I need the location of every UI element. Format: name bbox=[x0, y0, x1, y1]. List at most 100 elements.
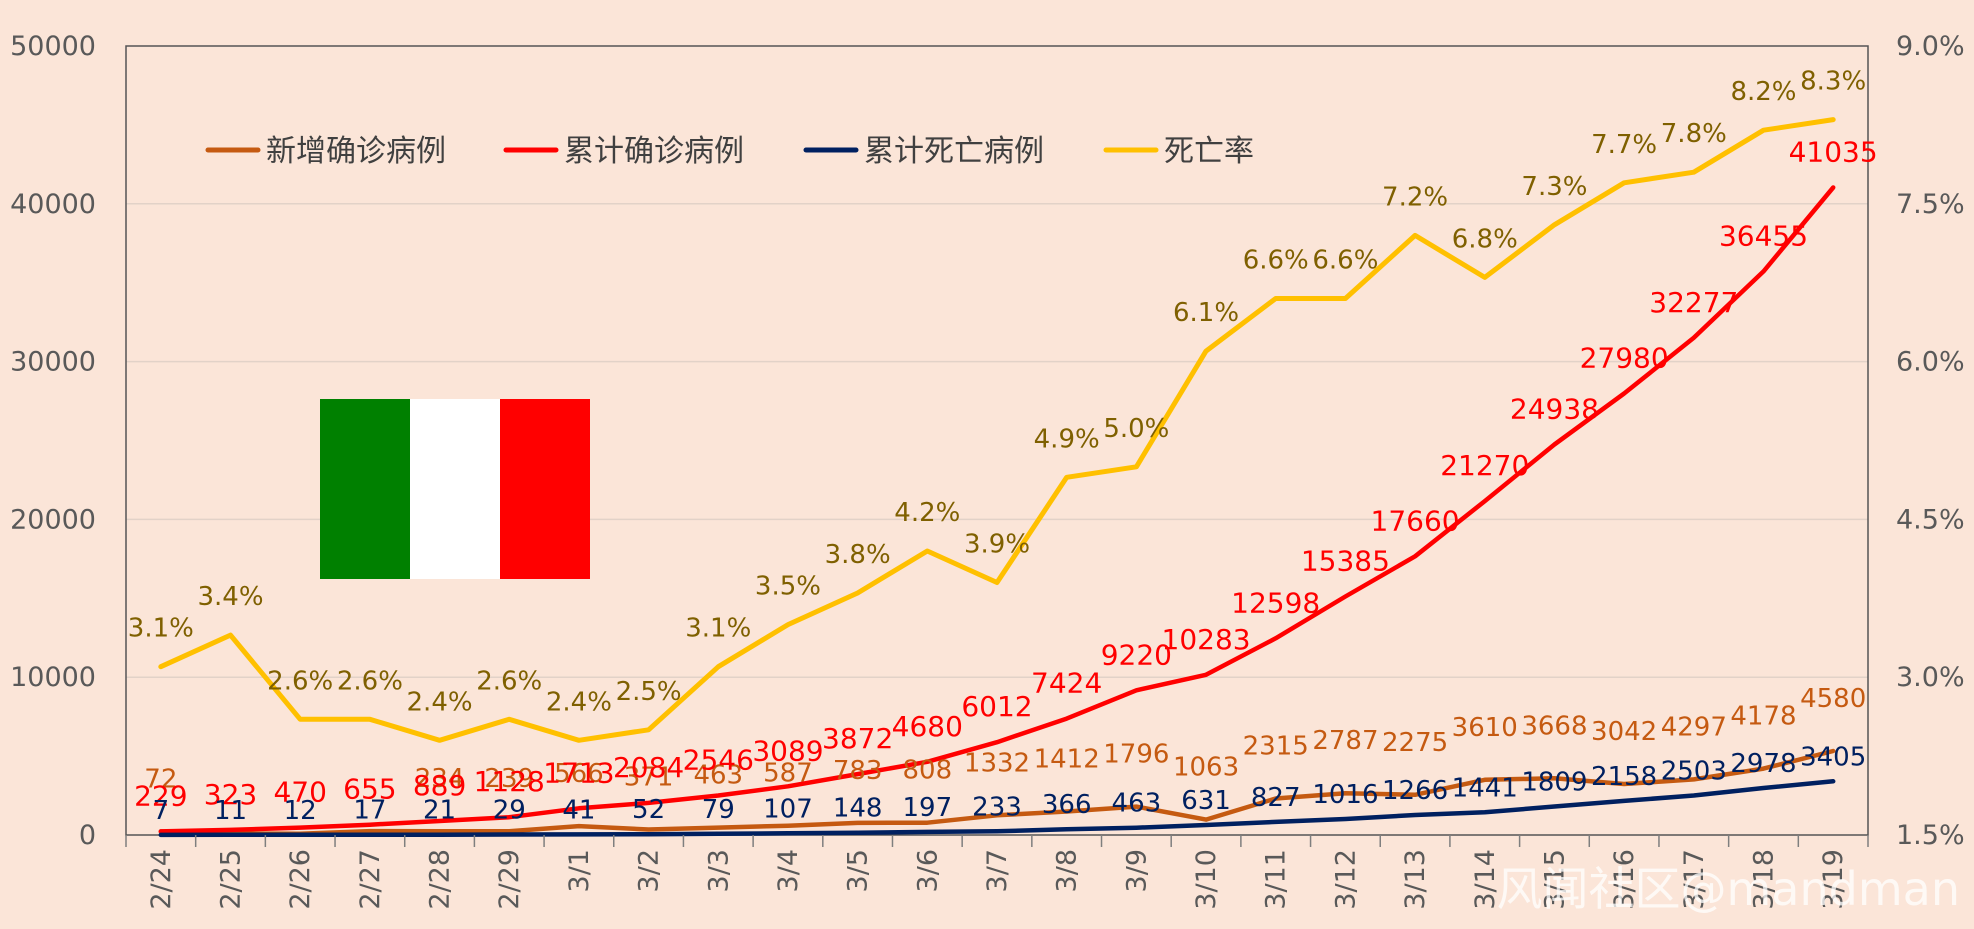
data-label: 1063 bbox=[1173, 753, 1239, 783]
x-tick-label: 2/27 bbox=[355, 849, 386, 910]
legend-label: 累计死亡病例 bbox=[864, 134, 1044, 169]
data-label: 2.6% bbox=[337, 666, 403, 696]
data-label: 6.6% bbox=[1312, 245, 1378, 275]
flag-red-stripe bbox=[500, 399, 590, 579]
x-tick-label: 3/8 bbox=[1052, 849, 1083, 892]
data-label: 1266 bbox=[1382, 776, 1448, 806]
data-label: 808 bbox=[902, 756, 952, 786]
italy-flag bbox=[320, 399, 590, 579]
data-label: 10283 bbox=[1162, 623, 1251, 656]
x-tick-label: 3/17 bbox=[1679, 849, 1710, 910]
data-label: 7.3% bbox=[1521, 172, 1587, 202]
data-label: 3668 bbox=[1521, 711, 1587, 741]
x-tick-label: 3/6 bbox=[912, 849, 943, 892]
data-label: 7.8% bbox=[1661, 119, 1727, 149]
data-label: 4580 bbox=[1800, 684, 1866, 714]
data-label: 4680 bbox=[892, 710, 963, 743]
data-label: 7.7% bbox=[1591, 130, 1657, 160]
data-label: 107 bbox=[763, 794, 813, 824]
data-label: 655 bbox=[343, 773, 396, 806]
data-label: 3405 bbox=[1800, 742, 1866, 772]
data-label: 6012 bbox=[961, 690, 1032, 723]
data-label: 2.6% bbox=[267, 666, 333, 696]
data-label: 2787 bbox=[1312, 726, 1378, 756]
data-label: 1809 bbox=[1521, 767, 1587, 797]
data-label: 12598 bbox=[1231, 586, 1320, 619]
plot-border bbox=[125, 45, 1869, 836]
data-label: 17 bbox=[353, 796, 386, 826]
data-label: 72 bbox=[144, 765, 177, 795]
x-tick-label: 3/5 bbox=[843, 849, 874, 892]
data-label: 148 bbox=[833, 794, 883, 824]
data-label: 2.4% bbox=[407, 687, 473, 717]
series-line-1 bbox=[158, 748, 1836, 837]
data-label: 24938 bbox=[1510, 392, 1599, 425]
data-label: 29 bbox=[493, 796, 526, 826]
data-label: 52 bbox=[632, 795, 665, 825]
y-left-tick-label: 50000 bbox=[10, 31, 96, 62]
data-label: 2978 bbox=[1730, 749, 1796, 779]
series-line-3 bbox=[158, 779, 1836, 838]
legend-label: 新增确诊病例 bbox=[266, 134, 446, 169]
flag-white-stripe bbox=[410, 399, 500, 579]
data-label: 3.5% bbox=[755, 572, 821, 602]
data-label: 2503 bbox=[1661, 757, 1727, 787]
y-right-tick-label: 4.5% bbox=[1896, 504, 1965, 535]
x-tick-label: 3/2 bbox=[634, 849, 665, 892]
data-label: 587 bbox=[763, 759, 813, 789]
x-tick-label: 3/15 bbox=[1539, 849, 1570, 910]
legend: 新增确诊病例 累计确诊病例 累计死亡病例 死亡率 bbox=[205, 134, 1254, 169]
data-label: 631 bbox=[1181, 786, 1231, 816]
y-left-tick-label: 20000 bbox=[10, 504, 96, 535]
y-left-tick-label: 0 bbox=[79, 820, 96, 851]
data-label: 3872 bbox=[822, 722, 893, 755]
x-tick-label: 3/7 bbox=[982, 849, 1013, 892]
data-label: 17660 bbox=[1371, 504, 1460, 537]
x-tick-label: 2/29 bbox=[494, 849, 525, 910]
data-label: 7424 bbox=[1031, 667, 1102, 700]
y-right-tick-label: 3.0% bbox=[1896, 662, 1965, 693]
data-label: 889 bbox=[413, 769, 466, 802]
y-left-tick-label: 30000 bbox=[10, 347, 96, 378]
x-tick-label: 3/3 bbox=[703, 849, 734, 892]
x-tick-label: 3/10 bbox=[1191, 849, 1222, 910]
x-tick-label: 3/9 bbox=[1121, 849, 1152, 892]
data-label: 4297 bbox=[1661, 712, 1727, 742]
data-label: 2.6% bbox=[476, 666, 542, 696]
data-label: 3042 bbox=[1591, 717, 1657, 747]
data-label: 36455 bbox=[1719, 219, 1808, 252]
data-label: 27980 bbox=[1580, 341, 1669, 374]
data-label: 3.1% bbox=[685, 614, 751, 644]
data-label: 15385 bbox=[1301, 545, 1390, 578]
data-label: 3.9% bbox=[964, 530, 1030, 560]
data-label: 3.8% bbox=[825, 540, 891, 570]
data-label: 323 bbox=[204, 778, 257, 811]
data-label: 3.1% bbox=[128, 614, 194, 644]
data-label: 6.6% bbox=[1243, 245, 1309, 275]
y-right-tick-label: 6.0% bbox=[1896, 347, 1965, 378]
data-label: 21 bbox=[423, 796, 456, 826]
data-label: 32277 bbox=[1649, 286, 1738, 319]
data-label: 239 bbox=[484, 764, 534, 794]
data-label: 1128 bbox=[474, 765, 545, 798]
data-label: 8.2% bbox=[1730, 77, 1796, 107]
data-label: 7 bbox=[153, 796, 170, 826]
data-label: 1441 bbox=[1452, 773, 1518, 803]
data-label: 6.1% bbox=[1173, 298, 1239, 328]
y-left-tick-label: 10000 bbox=[10, 662, 96, 693]
data-label: 3610 bbox=[1452, 713, 1518, 743]
x-tick-label: 3/16 bbox=[1609, 849, 1640, 910]
data-label: 1796 bbox=[1103, 740, 1169, 770]
data-label: 11 bbox=[214, 796, 247, 826]
y-right-tick-label: 7.5% bbox=[1896, 189, 1965, 220]
y-right-tick-label: 1.5% bbox=[1896, 820, 1965, 851]
x-tick-label: 2/24 bbox=[146, 849, 177, 910]
x-tick-label: 3/18 bbox=[1748, 849, 1779, 910]
flag-green-stripe bbox=[320, 399, 410, 579]
data-label: 3089 bbox=[752, 734, 823, 767]
data-label: 12 bbox=[284, 796, 317, 826]
data-label: 4.9% bbox=[1034, 424, 1100, 454]
legend-label: 死亡率 bbox=[1164, 134, 1254, 169]
data-label: 7.2% bbox=[1382, 182, 1448, 212]
